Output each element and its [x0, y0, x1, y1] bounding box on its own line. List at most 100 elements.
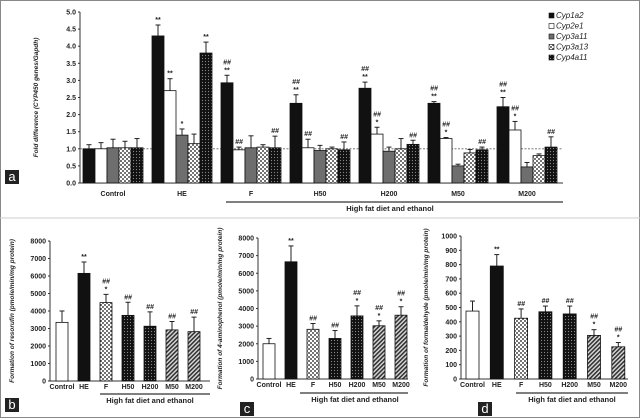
- y-tick-label: 300: [445, 334, 457, 341]
- legend-label: Cyp3a13: [556, 43, 589, 52]
- bar: [301, 147, 315, 184]
- y-tick-label: 3000: [238, 324, 254, 331]
- y-tick-label: 800: [445, 262, 457, 269]
- category-label: H200: [142, 384, 159, 391]
- significance-label: *: [105, 286, 108, 293]
- significance-label: ##: [373, 111, 381, 118]
- category-label: M200: [392, 382, 410, 389]
- bar: [538, 311, 553, 380]
- category-label: M50: [587, 382, 601, 389]
- significance-label: **: [155, 17, 161, 24]
- category-label: M200: [518, 191, 536, 198]
- significance-label: ##: [102, 278, 110, 285]
- bar: [508, 129, 522, 184]
- bar: [121, 314, 135, 382]
- significance-label: **: [288, 238, 294, 245]
- category-label: F: [104, 384, 109, 391]
- significance-label: ##: [223, 59, 231, 66]
- bar: [394, 314, 408, 380]
- significance-label: ##: [309, 315, 317, 322]
- significance-label: *: [378, 313, 381, 320]
- y-tick-label: 900: [445, 248, 457, 255]
- y-tick-label: 3.5: [66, 61, 76, 68]
- panel-label-box: [240, 402, 254, 416]
- y-tick-label: 4000: [30, 309, 46, 316]
- significance-label: ##: [361, 66, 369, 73]
- bar: [370, 133, 384, 184]
- category-label: H50: [329, 382, 342, 389]
- significance-label: **: [81, 254, 87, 261]
- bar: [514, 317, 528, 380]
- y-tick-label: 6000: [238, 271, 254, 278]
- bar: [199, 52, 213, 184]
- bar: [187, 331, 201, 382]
- significance-label: ##: [614, 327, 622, 334]
- significance-label: ##: [331, 323, 339, 330]
- y-tick-label: 0: [250, 377, 254, 384]
- bar: [220, 82, 234, 184]
- bar: [427, 102, 441, 184]
- significance-label: ##: [430, 86, 438, 93]
- significance-label: **: [431, 94, 437, 101]
- legend-swatch: [548, 44, 555, 50]
- bar: [350, 315, 364, 380]
- bar: [532, 155, 546, 184]
- bar: [328, 338, 342, 380]
- bar: [439, 138, 453, 184]
- bar: [82, 148, 96, 184]
- category-label: HE: [177, 191, 187, 198]
- y-tick-label: 2.5: [66, 95, 76, 102]
- category-label: M50: [372, 382, 386, 389]
- bar: [130, 147, 144, 184]
- y-axis-label: Formation of resorufin (pmole/min/mg pro…: [9, 239, 16, 383]
- bar: [99, 302, 113, 382]
- bar: [313, 150, 327, 184]
- y-tick-label: 0: [42, 379, 46, 386]
- bar: [244, 147, 258, 184]
- significance-label: ##: [190, 309, 198, 316]
- category-label: M200: [610, 382, 628, 389]
- panel-label-box: [5, 170, 19, 184]
- y-axis-label: Formation of formaldehyde (pmole/min/mg …: [423, 228, 430, 386]
- y-tick-label: 3.0: [66, 78, 76, 85]
- bar: [496, 106, 510, 184]
- legend-swatch: [548, 23, 555, 29]
- bar: [325, 148, 339, 184]
- legend-label: Cyp4a11: [556, 53, 587, 62]
- category-label: H200: [561, 382, 578, 389]
- category-label: M50: [451, 191, 465, 198]
- y-tick-label: 1000: [238, 359, 254, 366]
- category-label: H50: [314, 191, 327, 198]
- significance-label: ##: [271, 128, 279, 135]
- significance-label: ##: [353, 290, 361, 297]
- category-label: H50: [539, 382, 552, 389]
- category-label: HE: [492, 382, 502, 389]
- y-tick-label: 400: [445, 319, 457, 326]
- group-label: High fat diet and ethanol: [528, 395, 616, 404]
- y-tick-label: 1000: [441, 234, 457, 241]
- significance-label: ##: [499, 82, 507, 89]
- significance-label: ##: [511, 105, 519, 112]
- significance-label: ##: [235, 139, 243, 146]
- y-tick-label: 8000: [238, 236, 254, 243]
- bar: [163, 90, 177, 184]
- significance-label: ##: [124, 294, 132, 301]
- category-label: Control: [460, 382, 485, 389]
- significance-label: ##: [168, 314, 176, 321]
- significance-label: ##: [566, 298, 574, 305]
- bar: [337, 149, 351, 184]
- significance-label: *: [356, 298, 359, 305]
- bar: [232, 149, 246, 184]
- y-tick-label: 8000: [30, 239, 46, 246]
- category-label: M50: [165, 384, 179, 391]
- significance-label: *: [400, 299, 403, 306]
- significance-label: *: [617, 335, 620, 342]
- y-tick-label: 4.5: [66, 27, 76, 34]
- category-label: Control: [50, 384, 75, 391]
- bar: [406, 143, 420, 184]
- bar: [187, 143, 201, 184]
- bar: [611, 346, 626, 380]
- category-label: Control: [257, 382, 282, 389]
- bar: [451, 165, 465, 184]
